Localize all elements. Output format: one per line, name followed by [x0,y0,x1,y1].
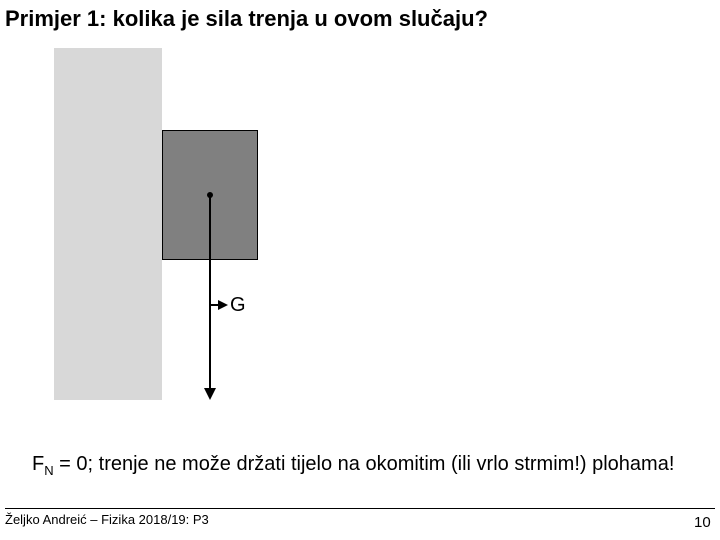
g-label-marker-arrowhead [218,300,228,310]
force-g-arrowhead [204,388,216,400]
page-number: 10 [694,514,711,531]
caption-text: FN = 0; trenje ne može držati tijelo na … [32,452,674,479]
slide-title: Primjer 1: kolika je sila trenja u ovom … [5,6,488,32]
caption-prefix: F [32,453,44,475]
caption-rest: = 0; trenje ne može držati tijelo na oko… [54,453,675,475]
footer-author: Željko Andreić – Fizika 2018/19: P3 [5,512,209,527]
force-g-line [209,195,211,392]
footer-divider [5,508,715,509]
wall-surface [54,48,162,400]
force-g-label: G [230,294,246,317]
caption-sub: N [44,463,53,478]
